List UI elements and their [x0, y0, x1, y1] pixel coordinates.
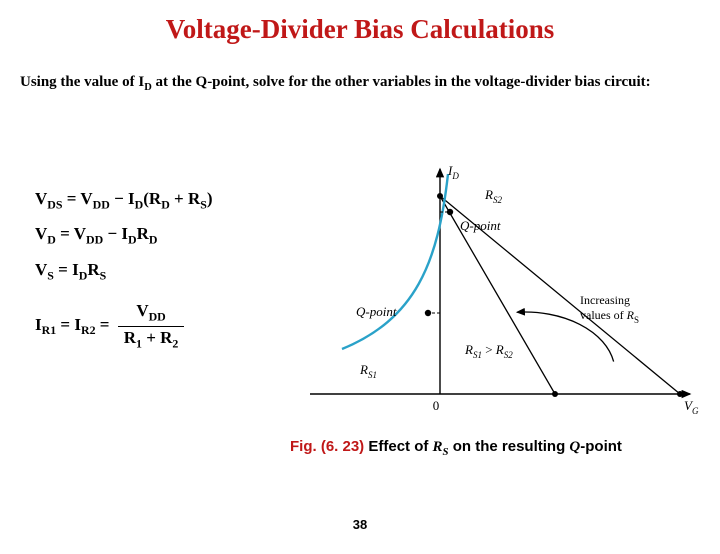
eq-paren: )	[207, 189, 213, 208]
eq-op: +	[142, 328, 160, 347]
eq-sym: R	[137, 224, 149, 243]
eq-sub: D	[128, 233, 137, 247]
equation-vd: VD = VDD − IDRD	[35, 224, 213, 247]
intro-pre: Using the value of I	[20, 74, 144, 90]
eq-sym: R	[87, 260, 99, 279]
eq-sym: V	[35, 260, 47, 279]
caption-fig-number: Fig. (6. 23)	[290, 438, 364, 455]
eq-sub: DS	[47, 197, 62, 211]
eq-sub: R1	[42, 323, 57, 337]
eq-sub: D	[161, 197, 170, 211]
eq-sub: 2	[172, 336, 178, 350]
intro-sub: D	[144, 82, 152, 93]
figure-graph: Q-point Q-point RS2 RS1 RS1 > RS2 Increasingv…	[290, 154, 700, 424]
eq-sym: V	[35, 224, 47, 243]
equation-vds: VDS = VDD − ID(RD + RS)	[35, 189, 213, 212]
eq-sub: D	[149, 233, 158, 247]
eq-sub: D	[135, 197, 144, 211]
caption-post: -point	[580, 438, 622, 455]
eq-sub: S	[200, 197, 207, 211]
svg-text:values of RS: values of RS	[580, 308, 639, 325]
eq-sym: I	[72, 260, 79, 279]
equation-vs: VS = IDRS	[35, 260, 213, 283]
eq-sub: DD	[149, 310, 166, 324]
svg-text:ID: ID	[447, 163, 459, 181]
eq-sym: I	[128, 189, 135, 208]
eq-sym: V	[35, 189, 47, 208]
svg-text:0: 0	[433, 398, 440, 413]
eq-sub: DD	[86, 233, 103, 247]
page-number: 38	[0, 517, 720, 532]
equations-block: VDS = VDD − ID(RD + RS) VD = VDD − IDRD …	[35, 189, 213, 363]
svg-text:Q-point: Q-point	[356, 304, 397, 319]
eq-sym: R	[160, 328, 172, 347]
eq-fraction: VDD R1 + R2	[118, 301, 185, 351]
eq-sym: V	[80, 189, 92, 208]
eq-sym: I	[74, 315, 81, 334]
svg-text:Increasing: Increasing	[580, 293, 630, 307]
eq-op: +	[170, 189, 188, 208]
eq-sym: R	[124, 328, 136, 347]
eq-sym: R	[149, 189, 161, 208]
figure-caption: Fig. (6. 23) Effect of RS on the resulti…	[290, 438, 622, 458]
intro-post: at the Q-point, solve for the other vari…	[152, 74, 651, 90]
eq-sym: R	[188, 189, 200, 208]
caption-q: Q	[569, 439, 580, 455]
page-title: Voltage-Divider Bias Calculations	[0, 14, 720, 45]
svg-text:RS1: RS1	[359, 362, 377, 380]
eq-sub: D	[47, 233, 56, 247]
intro-text: Using the value of ID at the Q-point, so…	[20, 73, 700, 94]
eq-sym: V	[136, 301, 148, 320]
eq-sub: S	[47, 268, 54, 282]
eq-sub: S	[100, 268, 107, 282]
svg-text:Q-point: Q-point	[460, 218, 501, 233]
eq-sub: DD	[93, 197, 110, 211]
svg-text:RS1 > RS2: RS1 > RS2	[464, 342, 513, 360]
svg-text:VG: VG	[684, 398, 699, 416]
eq-sym: I	[35, 315, 42, 334]
svg-text:RS2: RS2	[484, 187, 502, 205]
caption-mid2: on the resulting	[449, 438, 570, 455]
eq-sub: R2	[81, 323, 96, 337]
eq-op: −	[110, 189, 128, 208]
eq-sym: V	[74, 224, 86, 243]
caption-mid1: Effect of	[364, 438, 432, 455]
caption-rs-sym: R	[433, 439, 443, 455]
equation-ir: IR1 = IR2 = VDD R1 + R2	[35, 301, 213, 351]
eq-op: −	[103, 224, 121, 243]
